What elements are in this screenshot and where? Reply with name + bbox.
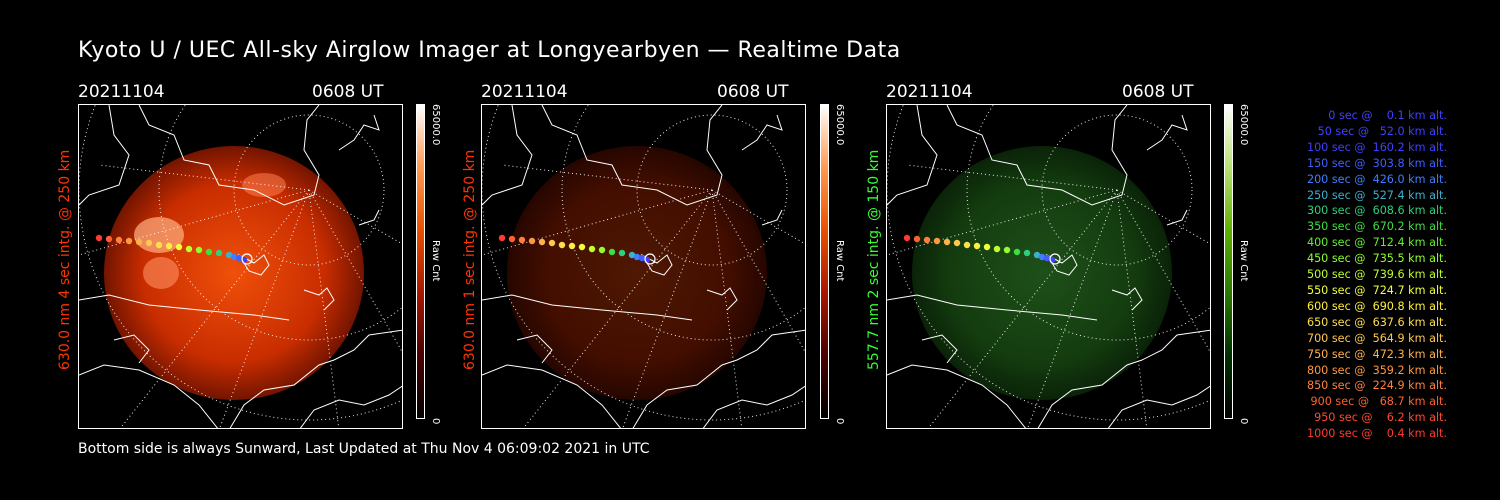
colorbar-3-min: 0	[1238, 418, 1249, 425]
trajectory-point	[235, 254, 243, 262]
trajectory-point	[1033, 251, 1041, 259]
trajectory-point	[155, 241, 163, 249]
trajectory-point	[508, 235, 516, 243]
trajectory-point	[518, 236, 526, 244]
colorbar-1-label: Raw Cnt	[430, 240, 441, 282]
colorbar-2-max: 65000.0	[834, 104, 845, 146]
trajectory-point	[1023, 249, 1031, 257]
footer-status: Bottom side is always Sunward, Last Upda…	[78, 441, 650, 457]
trajectory-point	[633, 253, 641, 261]
trajectory-point	[145, 239, 153, 247]
legend-entry: 50 sec @ 52.0 km alt.	[1310, 124, 1447, 138]
trajectory-point	[903, 234, 911, 242]
trajectory-point	[933, 237, 941, 245]
trajectory-point	[943, 238, 951, 246]
trajectory-point	[1043, 254, 1051, 262]
trajectory-point	[175, 243, 183, 251]
trajectory-point	[608, 248, 616, 256]
trajectory-point	[993, 245, 1001, 253]
legend-entry: 950 sec @ 6.2 km alt.	[1310, 411, 1447, 425]
trajectory-point	[983, 243, 991, 251]
trajectory-point	[115, 236, 123, 244]
trajectory-point	[588, 245, 596, 253]
legend-entry: 800 sec @ 359.2 km alt.	[1303, 363, 1447, 377]
legend-entry: 300 sec @ 608.6 km alt.	[1303, 204, 1447, 218]
trajectory-point	[618, 249, 626, 257]
trajectory-point	[548, 239, 556, 247]
legend-entry: 150 sec @ 303.8 km alt.	[1303, 156, 1447, 170]
trajectory-point	[230, 253, 238, 261]
trajectory-point	[105, 235, 113, 243]
trajectory-point	[165, 242, 173, 250]
trajectory-point	[923, 236, 931, 244]
trajectory-point	[185, 245, 193, 253]
trajectory-point	[215, 249, 223, 257]
trajectory-point	[528, 237, 536, 245]
page-title: Kyoto U / UEC All-sky Airglow Imager at …	[78, 38, 901, 63]
trajectory-point	[205, 248, 213, 256]
panel-2-date: 20211104	[481, 82, 568, 102]
allsky-map-2	[482, 105, 805, 428]
trajectory-point	[913, 235, 921, 243]
legend-entry: 900 sec @ 68.7 km alt.	[1306, 395, 1448, 409]
legend-entry: 200 sec @ 426.0 km alt.	[1303, 172, 1447, 186]
trajectory-point	[628, 251, 636, 259]
colorbar-3	[1224, 104, 1233, 419]
trajectory-point	[568, 242, 576, 250]
colorbar-3-label: Raw Cnt	[1238, 240, 1249, 282]
trajectory-point	[538, 238, 546, 246]
trajectory-legend: 0 sec @ 0.1 km alt. 50 sec @ 52.0 km alt…	[1262, 108, 1447, 442]
legend-entry: 1000 sec @ 0.4 km alt.	[1306, 427, 1447, 441]
legend-entry: 600 sec @ 690.8 km alt.	[1303, 299, 1447, 313]
trajectory-point	[498, 234, 506, 242]
trajectory-point	[125, 237, 133, 245]
panel-2-side-label: 630.0 nm 1 sec intg. @ 250 km	[462, 149, 478, 370]
panel-1-time: 0608 UT	[312, 82, 384, 102]
trajectory-point	[558, 241, 566, 249]
allsky-map-3	[887, 105, 1210, 428]
allsky-image-557-2s	[886, 104, 1211, 429]
legend-entry: 250 sec @ 527.4 km alt.	[1303, 188, 1447, 202]
allsky-image-630-1s	[481, 104, 806, 429]
trajectory-point	[1013, 248, 1021, 256]
trajectory-point	[225, 251, 233, 259]
legend-entry: 500 sec @ 739.6 km alt.	[1303, 268, 1447, 282]
legend-entry: 550 sec @ 724.7 km alt.	[1303, 283, 1447, 297]
panel-3-date: 20211104	[886, 82, 973, 102]
colorbar-1	[416, 104, 425, 419]
trajectory-point	[578, 243, 586, 251]
trajectory-point	[195, 246, 203, 254]
legend-entry: 0 sec @ 0.1 km alt.	[1317, 109, 1447, 122]
colorbar-1-min: 0	[430, 418, 441, 425]
trajectory-point	[963, 241, 971, 249]
trajectory-point	[953, 239, 961, 247]
colorbar-3-max: 65000.0	[1238, 104, 1249, 146]
allsky-image-630-4s	[78, 104, 403, 429]
legend-entry: 750 sec @ 472.3 km alt.	[1303, 347, 1447, 361]
panel-2-time: 0608 UT	[717, 82, 789, 102]
legend-entry: 700 sec @ 564.9 km alt.	[1303, 331, 1447, 345]
legend-entry: 650 sec @ 637.6 km alt.	[1303, 315, 1447, 329]
allsky-map-1	[79, 105, 402, 428]
panel-1-date: 20211104	[78, 82, 165, 102]
trajectory-point	[135, 238, 143, 246]
legend-entry: 350 sec @ 670.2 km alt.	[1303, 220, 1447, 234]
panel-3-time: 0608 UT	[1122, 82, 1194, 102]
trajectory-point	[973, 242, 981, 250]
panel-1-side-label: 630.0 nm 4 sec intg. @ 250 km	[57, 149, 73, 370]
colorbar-2	[820, 104, 829, 419]
legend-entry: 850 sec @ 224.9 km alt.	[1303, 379, 1447, 393]
colorbar-1-max: 65000.0	[430, 104, 441, 146]
legend-entry: 450 sec @ 735.5 km alt.	[1303, 252, 1447, 266]
trajectory-point	[638, 254, 646, 262]
trajectory-point	[598, 246, 606, 254]
trajectory-point	[95, 234, 103, 242]
panel-3-side-label: 557.7 nm 2 sec intg. @ 150 km	[866, 149, 882, 370]
legend-entry: 100 sec @ 160.2 km alt.	[1303, 140, 1447, 154]
trajectory-point	[1038, 253, 1046, 261]
legend-entry: 400 sec @ 712.4 km alt.	[1303, 236, 1447, 250]
colorbar-2-label: Raw Cnt	[834, 240, 845, 282]
trajectory-point	[1003, 246, 1011, 254]
colorbar-2-min: 0	[834, 418, 845, 425]
